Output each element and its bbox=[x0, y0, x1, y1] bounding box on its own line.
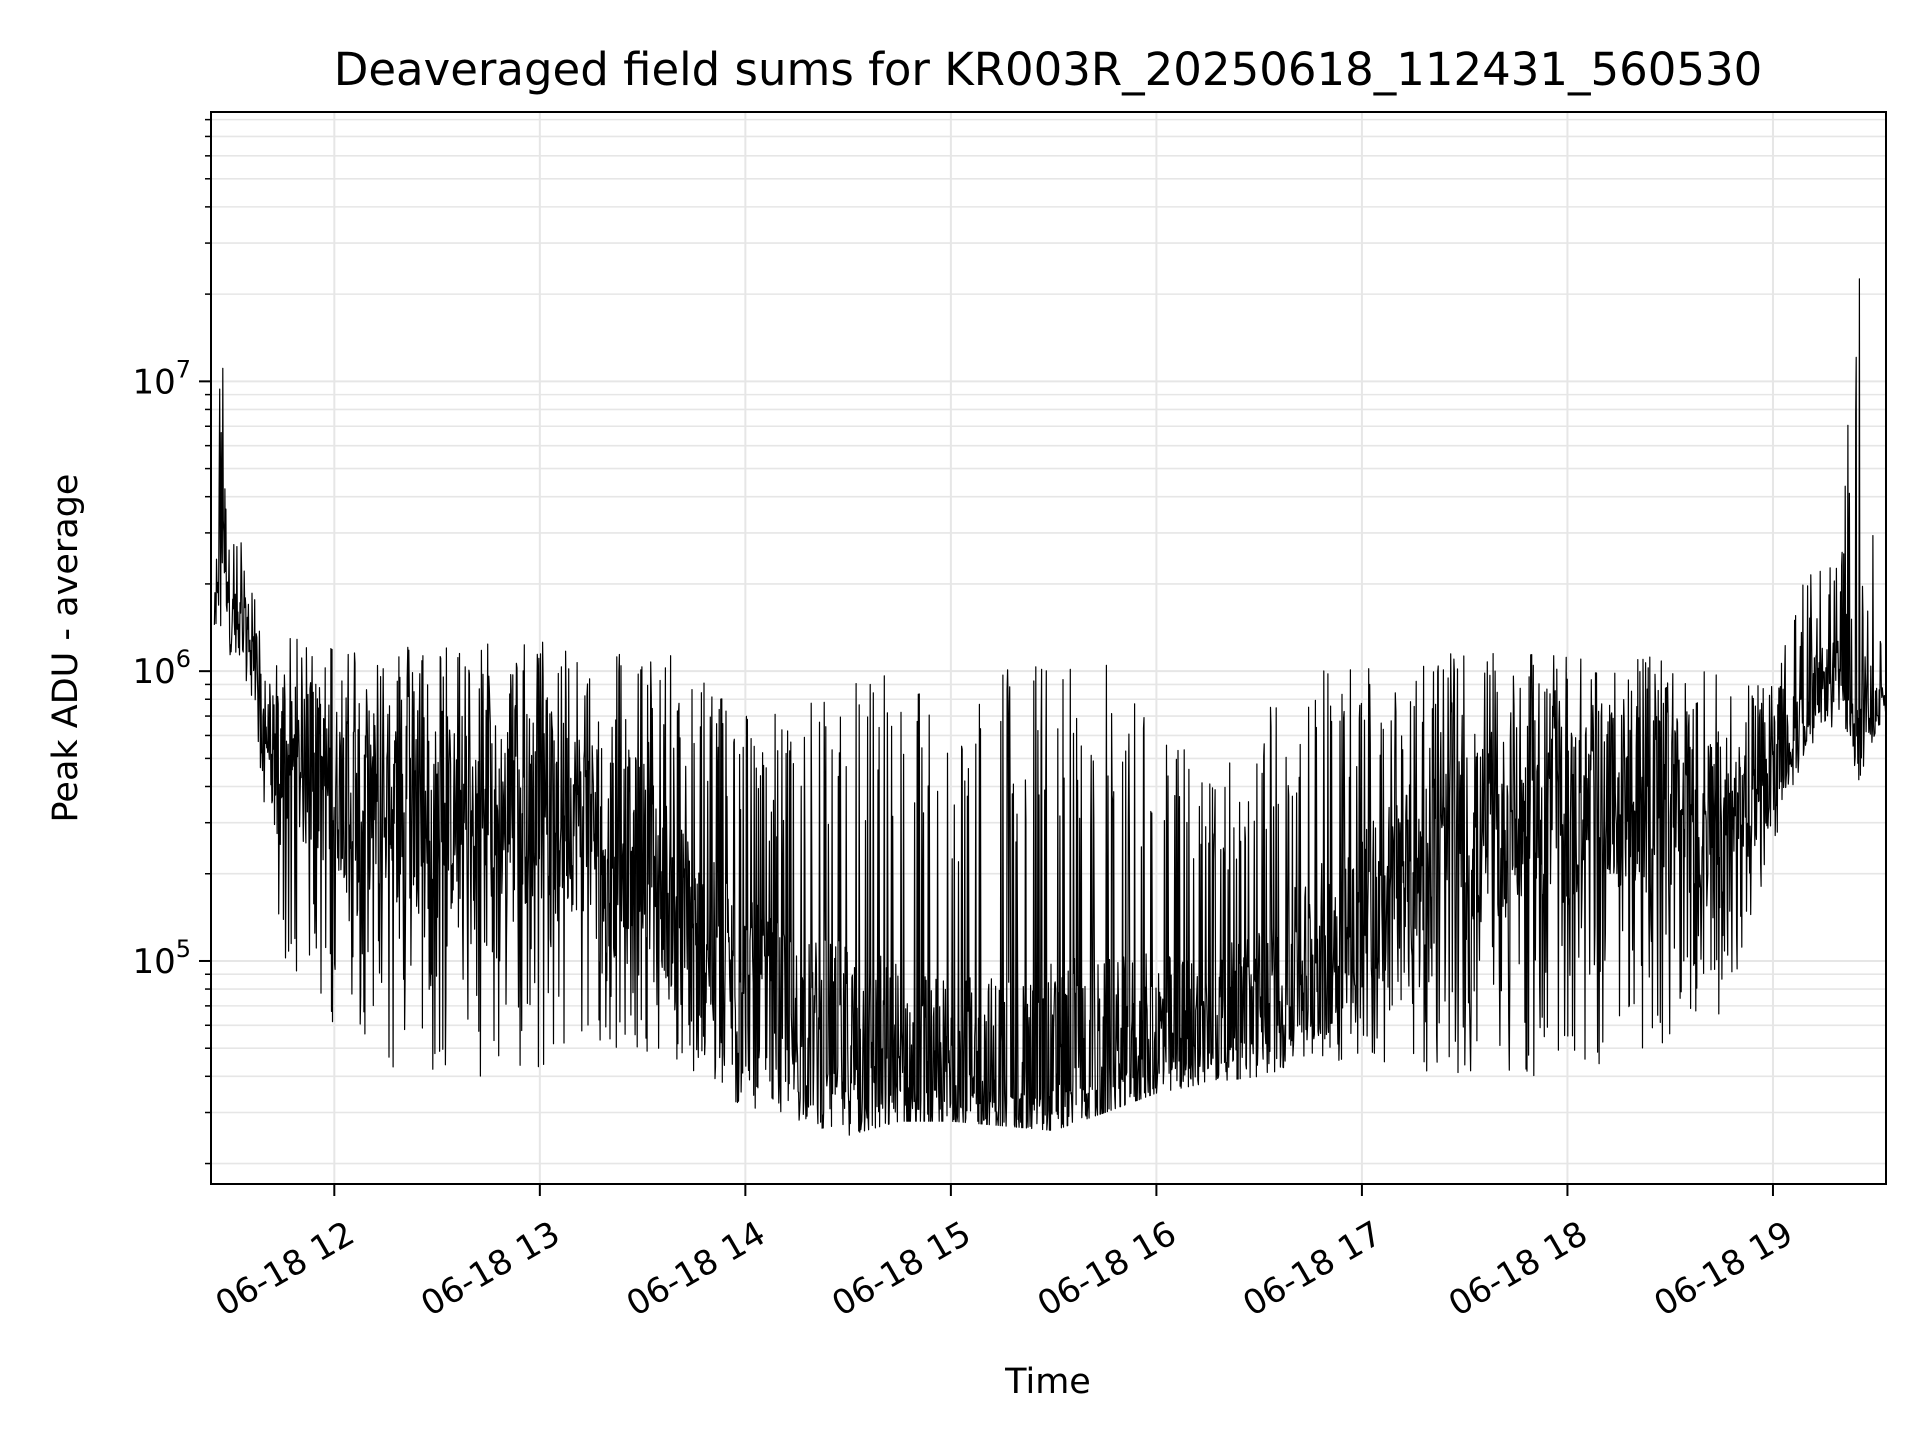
y-axis-label: Peak ADU - average bbox=[46, 474, 86, 823]
plot-frame bbox=[210, 111, 1887, 1185]
y-tick-label: 106 bbox=[132, 645, 191, 692]
series-layer bbox=[213, 278, 1887, 1136]
chart-title: Deaveraged field sums for KR003R_2025061… bbox=[334, 43, 1763, 96]
y-tick-label: 105 bbox=[132, 935, 191, 982]
y-tick-label: 107 bbox=[132, 355, 191, 402]
y-axis: 105 106 107 bbox=[132, 118, 211, 1165]
series-line bbox=[213, 278, 1887, 1136]
x-axis-label: Time bbox=[1004, 1362, 1091, 1402]
